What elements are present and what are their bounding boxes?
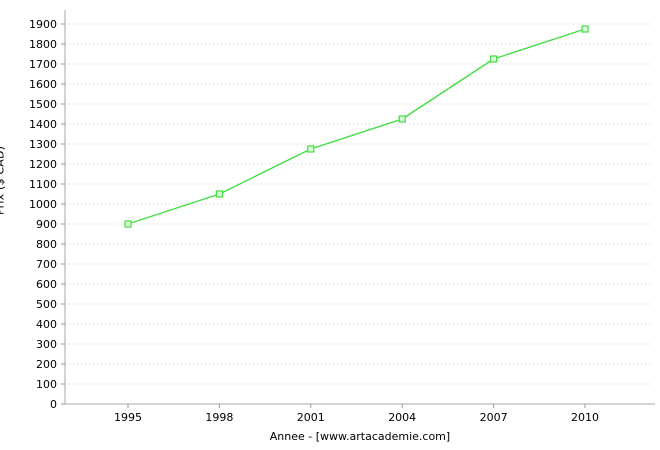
x-tick-label: 2010: [571, 411, 599, 424]
y-tick-label: 200: [36, 358, 57, 371]
data-point-marker: [215, 190, 223, 198]
y-tick-label: 1100: [29, 178, 57, 191]
y-tick-label: 100: [36, 378, 57, 391]
x-tick-label: 2007: [480, 411, 508, 424]
data-point-marker: [124, 220, 132, 228]
series-line: [127, 28, 586, 225]
y-tick-label: 800: [36, 238, 57, 251]
x-axis-title: Annee - [www.artacademie.com]: [269, 430, 451, 443]
y-tick-label: 1400: [29, 118, 57, 131]
y-tick-label: 1500: [29, 98, 57, 111]
y-tick-label: 700: [36, 258, 57, 271]
y-tick-label: 300: [36, 338, 57, 351]
x-tick-label: 2001: [297, 411, 325, 424]
y-tick-label: 400: [36, 318, 57, 331]
y-tick-label: 600: [36, 278, 57, 291]
x-tick-label: 1998: [205, 411, 233, 424]
y-tick-label: 1300: [29, 138, 57, 151]
data-point-marker: [307, 145, 315, 153]
y-tick-label: 1900: [29, 18, 57, 31]
y-tick-label: 1700: [29, 58, 57, 71]
y-tick-label: 1200: [29, 158, 57, 171]
x-tick-label: 1995: [114, 411, 142, 424]
y-tick-label: 1800: [29, 38, 57, 51]
x-tick-label: 2004: [388, 411, 416, 424]
y-tick-label: 1600: [29, 78, 57, 91]
y-tick-label: 900: [36, 218, 57, 231]
data-point-marker: [398, 115, 406, 123]
y-tick-label: 0: [50, 398, 57, 411]
data-point-marker: [581, 25, 589, 33]
y-axis-title: Prix ($ CAD): [0, 145, 7, 215]
y-tick-label: 500: [36, 298, 57, 311]
data-point-marker: [490, 55, 498, 63]
y-tick-label: 1000: [29, 198, 57, 211]
